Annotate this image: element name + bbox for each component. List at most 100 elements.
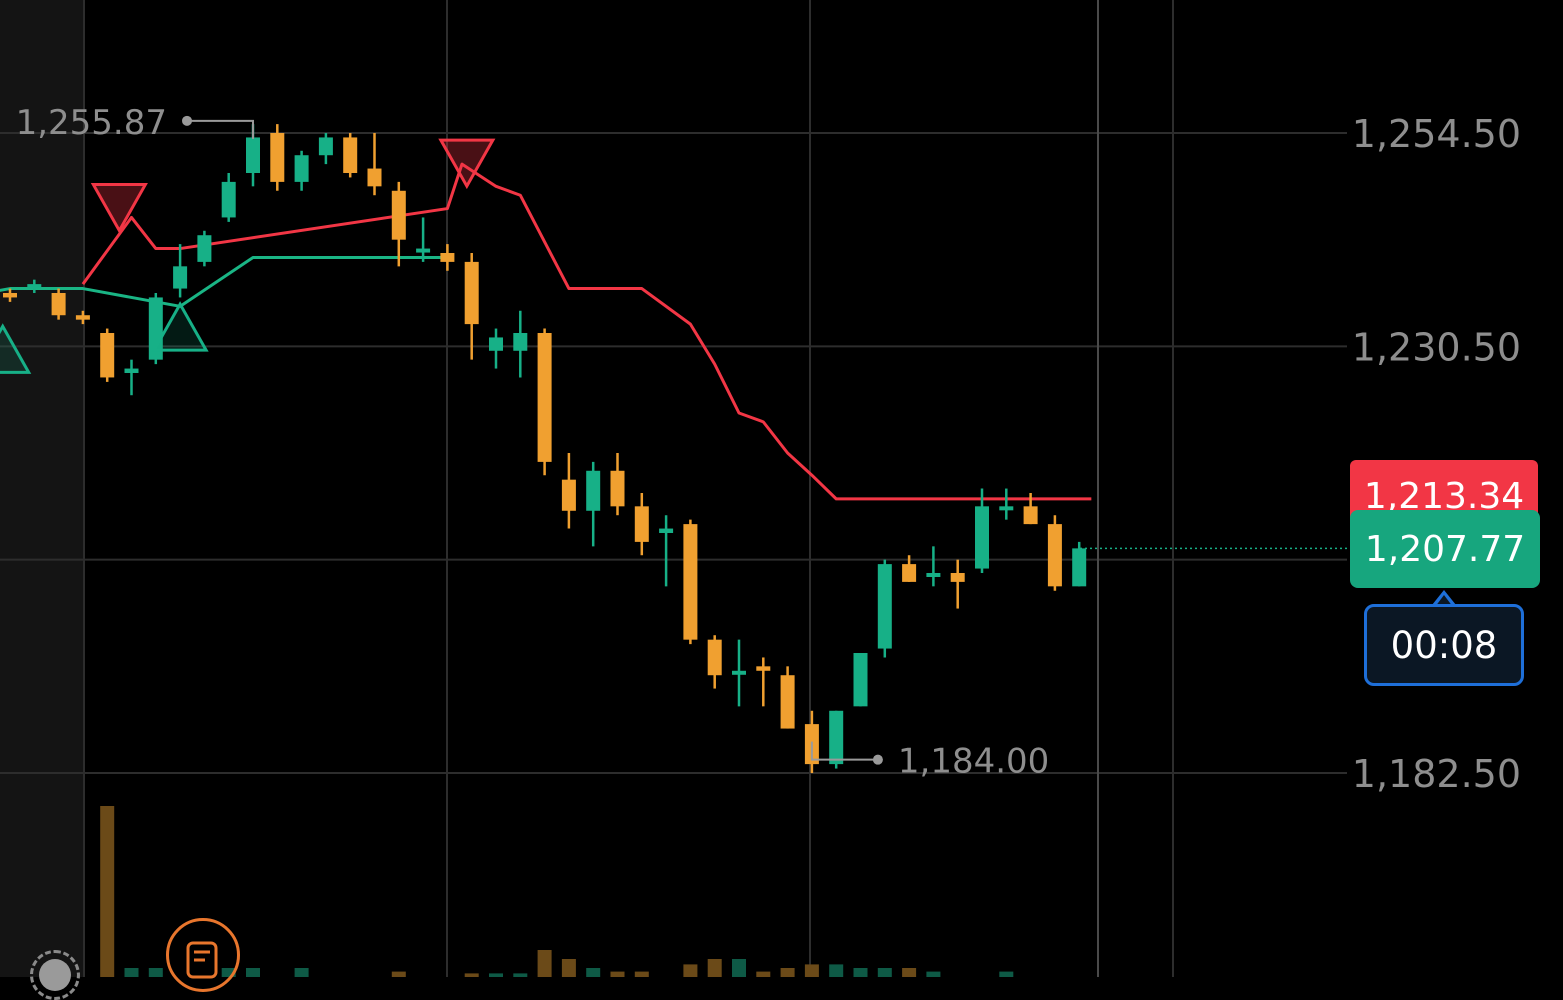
- high-price-label: 1,255.87: [16, 103, 167, 143]
- settings-icon[interactable]: [30, 950, 80, 1000]
- candle-body: [853, 653, 868, 707]
- candle-body: [877, 564, 892, 649]
- candle-body: [999, 506, 1014, 511]
- candle: [221, 173, 236, 222]
- low-marker-dot: [872, 754, 883, 765]
- candle-body: [780, 675, 795, 729]
- candle-body: [246, 137, 260, 173]
- candle: [1023, 493, 1038, 525]
- volume-bar: [999, 971, 1014, 977]
- candle-body: [756, 666, 771, 671]
- candle-body: [732, 670, 746, 675]
- volume-bar: [391, 971, 406, 977]
- candle: [926, 546, 941, 587]
- candle: [367, 133, 382, 196]
- volume-bar: [780, 968, 795, 977]
- candle-body: [610, 470, 625, 507]
- candle-body: [270, 133, 285, 182]
- y-axis-tick-label: 1,182.50: [1352, 752, 1521, 796]
- high-marker-dot: [182, 115, 192, 126]
- candlestick-chart: 1,254.50 1,230.50 1,182.50 1,255.87 1,184.00: [0, 0, 1521, 977]
- candle-layer: [3, 124, 1087, 773]
- candle: [877, 559, 892, 658]
- volume-bar: [294, 968, 309, 977]
- supertrend-up-line: [0, 255, 448, 308]
- candle: [464, 253, 479, 360]
- candle-body: [173, 266, 188, 289]
- left-shaded-region: [0, 0, 84, 977]
- candle-body: [707, 639, 722, 676]
- candle: [1047, 515, 1062, 591]
- candle: [586, 461, 601, 547]
- candle: [3, 288, 17, 302]
- candle: [610, 453, 625, 516]
- volume-bar: [732, 959, 746, 977]
- candle-body: [294, 155, 309, 182]
- y-axis-tick-label: 1,230.50: [1352, 325, 1521, 369]
- supertrend-down-line: [81, 162, 1092, 501]
- volume-bar: [829, 964, 844, 977]
- candle-body: [537, 333, 552, 462]
- volume-bar: [464, 973, 479, 977]
- candle: [561, 453, 576, 529]
- candle-body: [124, 368, 139, 373]
- candle: [173, 244, 188, 298]
- candle: [27, 279, 42, 293]
- sell-signal-triangle: [438, 138, 496, 190]
- candle-body: [513, 333, 528, 351]
- candle: [950, 559, 965, 609]
- candle: [683, 519, 698, 645]
- volume-bar: [148, 968, 163, 977]
- volume-bar: [926, 971, 941, 977]
- countdown-timer: 00:08: [1364, 604, 1524, 686]
- signal-layer: [0, 138, 496, 374]
- volume-layer: [100, 806, 1014, 977]
- candle: [75, 310, 90, 325]
- candle-body: [51, 293, 66, 316]
- candle-body: [1047, 524, 1062, 587]
- candle-body: [1072, 548, 1087, 587]
- candle-body: [829, 710, 844, 765]
- candle: [707, 635, 722, 689]
- candle-body: [197, 235, 212, 262]
- volume-bar: [707, 959, 722, 977]
- volume-bar: [610, 971, 625, 977]
- candle: [756, 657, 771, 707]
- current-price-tag: 1,207.77: [1350, 510, 1540, 588]
- candle: [51, 288, 66, 320]
- candle-body: [27, 284, 42, 289]
- sell-signal-triangle: [90, 183, 148, 234]
- candle: [197, 230, 212, 267]
- candle-body: [634, 506, 649, 542]
- candle-body: [221, 181, 236, 218]
- candle: [294, 150, 309, 191]
- low-marker-line: [810, 741, 878, 761]
- candle: [343, 133, 358, 178]
- candle-body: [440, 253, 455, 262]
- volume-bar: [489, 973, 503, 977]
- candle-body: [391, 190, 406, 240]
- volume-bar: [100, 806, 115, 977]
- label-layer: 1,254.50 1,230.50 1,182.50 1,255.87 1,184.00: [16, 103, 1521, 796]
- low-price-label: 1,184.00: [898, 742, 1049, 782]
- volume-bar: [877, 968, 892, 977]
- volume-bar: [804, 964, 819, 977]
- candle-body: [367, 168, 382, 187]
- candle: [270, 124, 285, 191]
- candle: [537, 328, 552, 476]
- volume-bar: [537, 950, 552, 977]
- candle: [659, 515, 674, 587]
- candle-body: [100, 333, 115, 378]
- supertrend-layer: [0, 162, 1092, 501]
- y-axis-tick-label: 1,254.50: [1352, 112, 1521, 156]
- candle: [318, 133, 333, 165]
- candle-body: [926, 573, 941, 577]
- volume-bar: [246, 968, 260, 977]
- candle-body: [148, 297, 163, 360]
- buy-signal-triangle: [151, 301, 209, 352]
- news-button[interactable]: [166, 918, 240, 992]
- candle-body: [1023, 506, 1038, 525]
- volume-bar: [586, 968, 601, 977]
- candle-body: [902, 564, 917, 582]
